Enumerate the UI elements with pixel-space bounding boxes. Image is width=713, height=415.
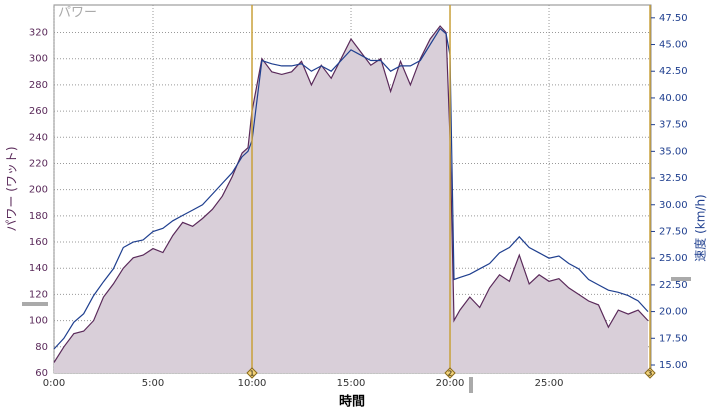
y2-tick-label: 42.50 xyxy=(659,66,688,77)
x-tick-label: 0:00 xyxy=(43,378,65,389)
y2-tick-label: 15.00 xyxy=(659,360,688,371)
y2-tick-label: 17.50 xyxy=(659,333,688,344)
lap-marker xyxy=(644,367,656,379)
y2-tick-label: 37.50 xyxy=(659,120,688,131)
y2-tick-label: 25.00 xyxy=(659,253,688,264)
y-tick-label: 140 xyxy=(29,263,48,274)
y-tick-label: 120 xyxy=(29,289,48,300)
lap-label: 3 xyxy=(648,370,652,378)
speed-line xyxy=(53,27,649,350)
y2-tick-label: 32.50 xyxy=(659,173,688,184)
y-tick-label: 60 xyxy=(35,368,48,379)
slider-handle[interactable] xyxy=(671,277,691,281)
x-tick-label: 25:00 xyxy=(535,378,564,389)
y2-tick-label: 27.50 xyxy=(659,226,688,237)
y2-tick-label: 47.50 xyxy=(659,13,688,24)
x-tick-label: 20:00 xyxy=(436,378,465,389)
x-tick-label: 15:00 xyxy=(337,378,366,389)
y-tick-label: 220 xyxy=(29,158,48,169)
y-axis-label: パワー (ワット) xyxy=(5,146,19,231)
y-tick-label: 320 xyxy=(29,28,48,39)
slider-handle[interactable] xyxy=(469,377,473,393)
y-tick-label: 260 xyxy=(29,106,48,117)
lap-marker xyxy=(246,367,258,379)
power-line xyxy=(53,25,649,363)
y2-tick-label: 35.00 xyxy=(659,146,688,157)
y-tick-label: 80 xyxy=(35,342,48,353)
y2-tick-label: 30.00 xyxy=(659,200,688,211)
y-tick-label: 180 xyxy=(29,211,48,222)
y-tick-label: 300 xyxy=(29,54,48,65)
power-area xyxy=(54,26,648,373)
lap-marker xyxy=(444,367,456,379)
slider-handle[interactable] xyxy=(22,302,48,306)
y2-tick-label: 20.00 xyxy=(659,307,688,318)
y-tick-label: 240 xyxy=(29,132,48,143)
chart-title: パワー xyxy=(58,6,97,21)
x-tick-label: 10:00 xyxy=(238,378,267,389)
y2-tick-label: 45.00 xyxy=(659,40,688,51)
x-tick-label: 5:00 xyxy=(142,378,164,389)
y-tick-label: 200 xyxy=(29,185,48,196)
y-tick-label: 100 xyxy=(29,316,48,327)
lap-label: 2 xyxy=(448,370,452,378)
y-tick-label: 280 xyxy=(29,80,48,91)
x-axis-label: 時間 xyxy=(339,394,365,410)
lap-label: 1 xyxy=(250,370,254,378)
y-tick-label: 160 xyxy=(29,237,48,248)
y2-tick-label: 40.00 xyxy=(659,93,688,104)
y2-axis-label: 速度 (km/h) xyxy=(693,194,708,261)
y2-tick-label: 22.50 xyxy=(659,280,688,291)
